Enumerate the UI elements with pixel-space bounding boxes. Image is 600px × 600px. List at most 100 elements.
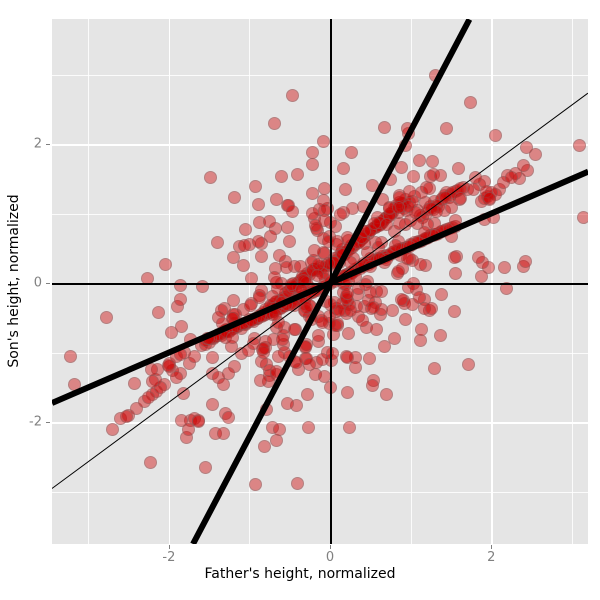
x-axis-title: Father's height, normalized (204, 566, 396, 582)
data-point (434, 169, 448, 183)
data-point (392, 265, 406, 279)
data-point (273, 248, 287, 262)
data-point (482, 192, 496, 206)
data-point (343, 303, 357, 317)
data-point (145, 363, 159, 377)
data-point (576, 210, 588, 224)
data-point (316, 134, 330, 148)
data-point (303, 357, 317, 371)
data-point (142, 391, 156, 405)
data-point (239, 222, 253, 236)
data-point (402, 185, 416, 199)
x-tick-label: -2 (162, 550, 176, 565)
data-point (345, 201, 359, 215)
data-point (267, 117, 281, 131)
data-point (272, 349, 286, 363)
data-point (300, 387, 314, 401)
data-point (379, 387, 393, 401)
data-point (385, 304, 399, 318)
data-point (210, 235, 224, 249)
data-point (206, 351, 220, 365)
data-point (445, 200, 459, 214)
data-point (222, 411, 235, 424)
data-point (105, 422, 119, 436)
data-point (447, 251, 461, 265)
x-tick-mark (168, 545, 170, 549)
plot-panel (52, 19, 588, 544)
gridline-minor-horizontal (52, 491, 588, 493)
data-point (363, 285, 377, 299)
data-point (448, 305, 462, 319)
gridline-major-horizontal (52, 422, 588, 424)
data-point (377, 339, 391, 353)
data-point (286, 205, 300, 219)
data-point (413, 334, 427, 348)
data-point (329, 318, 343, 332)
data-point (276, 333, 290, 347)
y-tick-label: 0 (33, 275, 42, 291)
data-point (293, 259, 307, 273)
data-point (252, 291, 266, 305)
data-point (252, 235, 266, 249)
data-point (254, 250, 268, 264)
data-point (312, 328, 326, 342)
data-point (269, 193, 283, 207)
data-point (355, 314, 369, 328)
data-point (273, 422, 287, 436)
data-point (342, 420, 356, 434)
data-point (311, 268, 325, 282)
data-point (302, 421, 316, 435)
data-point (340, 287, 354, 301)
y-tick-label: 2 (33, 136, 42, 152)
data-point (415, 322, 429, 336)
data-point (504, 171, 518, 185)
data-point (216, 427, 230, 441)
data-point (464, 96, 478, 110)
data-point (518, 254, 532, 268)
data-point (375, 284, 389, 298)
data-point (152, 305, 166, 319)
data-point (63, 349, 77, 363)
data-point (144, 456, 158, 470)
data-point (227, 250, 241, 264)
data-point (520, 140, 534, 154)
data-point (253, 373, 267, 387)
data-point (380, 218, 394, 232)
data-point (317, 214, 331, 228)
data-point (341, 327, 355, 341)
data-point (433, 328, 447, 342)
x-tick-label: 0 (325, 550, 335, 565)
x-tick-label: 2 (487, 550, 496, 565)
data-point (257, 440, 271, 454)
data-point (227, 191, 241, 205)
data-point (489, 128, 503, 142)
x-tick-mark (330, 545, 332, 549)
data-point (341, 386, 355, 400)
data-point (281, 221, 294, 235)
data-point (315, 315, 329, 329)
data-point (466, 182, 480, 196)
data-point (500, 282, 514, 296)
data-point (336, 162, 350, 176)
data-point (162, 358, 176, 372)
data-point (225, 331, 239, 344)
data-point (529, 148, 543, 162)
data-point (283, 234, 297, 248)
data-point (249, 478, 263, 492)
data-point (274, 169, 288, 183)
data-point (399, 312, 413, 326)
data-point (461, 358, 475, 372)
gridline-minor-horizontal (52, 74, 588, 76)
data-point (227, 293, 241, 307)
gridline-major-vertical (168, 19, 171, 544)
data-point (453, 192, 467, 206)
data-point (413, 290, 427, 304)
data-point (451, 161, 465, 175)
data-point (414, 258, 428, 272)
data-point (306, 186, 320, 200)
data-point (427, 361, 441, 375)
data-point (308, 243, 322, 257)
data-point (339, 183, 353, 197)
y-tick-mark (46, 422, 50, 424)
